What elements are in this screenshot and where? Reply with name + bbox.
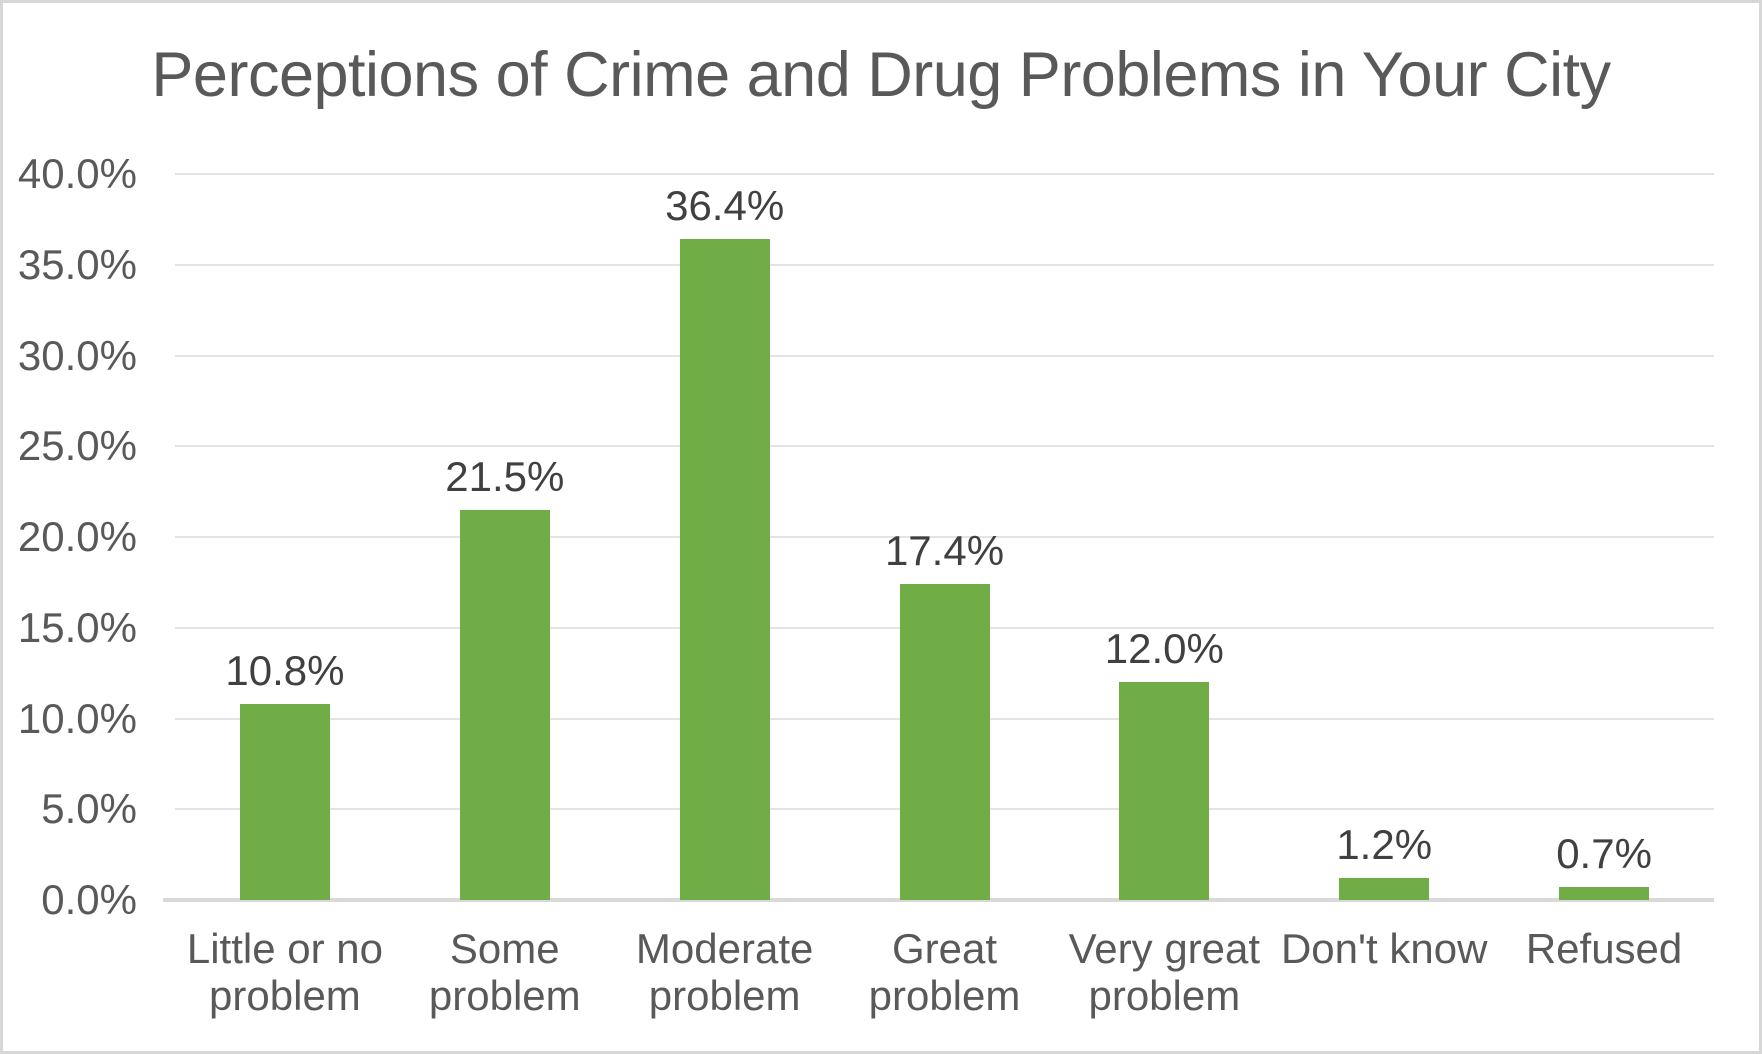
x-category-label: Don't know: [1280, 925, 1488, 972]
gridline: [175, 536, 1714, 538]
bar-value-label: 1.2%: [1336, 821, 1433, 869]
bar: [1119, 682, 1210, 900]
x-category-label: Very great problem: [1068, 925, 1261, 1019]
y-tick-label: 35.0%: [17, 240, 137, 288]
bar: [679, 239, 770, 900]
x-category-label: Little or no problem: [186, 925, 383, 1019]
plot-area: 0.0% 5.0% 10.0% 15.0% 20.0% 25.0% 30.0% 35.0% 40…: [3, 3, 1759, 1051]
gridline: [175, 173, 1714, 175]
bar-value-label: 17.4%: [884, 527, 1005, 575]
gridline: [175, 354, 1714, 357]
y-tick-label: 40.0%: [17, 150, 137, 197]
x-category-label: Moderate problem: [635, 925, 814, 1019]
bar-value-label: 10.8%: [225, 646, 345, 694]
bar-value-label: 21.5%: [445, 452, 565, 500]
x-category-label: Some problem: [428, 925, 581, 1019]
y-tick-label: 5.0%: [41, 785, 137, 833]
y-tick-label: 0.0%: [41, 876, 137, 923]
x-category-label: Refused: [1525, 925, 1683, 972]
y-tick-label: 30.0%: [17, 331, 137, 379]
bar-value-label: 12.0%: [1104, 625, 1224, 673]
y-tick-label: 10.0%: [17, 694, 137, 742]
gridline: [175, 263, 1714, 266]
bar: [1339, 878, 1430, 900]
x-category-label: Great problem: [868, 925, 1021, 1019]
bar: [1559, 887, 1650, 900]
gridline: [175, 445, 1714, 448]
bar-value-label: 36.4%: [665, 182, 785, 230]
bar: [239, 703, 330, 900]
bar-value-label: 0.7%: [1556, 830, 1652, 878]
y-tick-label: 25.0%: [17, 422, 137, 470]
bar: [459, 509, 550, 900]
bar: [899, 584, 990, 900]
chart-title: Perceptions of Crime and Drug Problems i…: [151, 40, 1611, 110]
x-axis-line: [163, 898, 1714, 902]
y-tick-label: 15.0%: [17, 603, 137, 651]
y-tick-label: 20.0%: [17, 513, 137, 560]
